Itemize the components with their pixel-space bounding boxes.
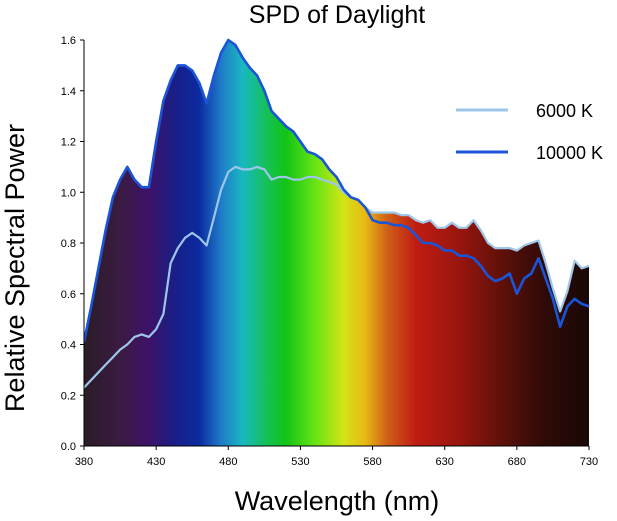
- y-tick-label: 0.8: [61, 238, 76, 250]
- x-tick-label: 680: [508, 456, 526, 468]
- y-tick-label: 0.0: [61, 441, 76, 453]
- y-tick-label: 0.2: [61, 390, 76, 402]
- series-line-6000k: [84, 165, 590, 389]
- x-ticks: 380 430 480 530 580 630 680 730: [75, 446, 598, 468]
- chart-title: SPD of Daylight: [249, 1, 426, 29]
- series-line-10000k: [84, 38, 590, 343]
- y-tick-label: 0.4: [61, 340, 76, 352]
- x-tick-label: 630: [436, 456, 454, 468]
- x-tick-label: 480: [219, 456, 237, 468]
- y-tick-label: 1.4: [61, 86, 76, 98]
- y-axis-label: Relative Spectral Power: [0, 124, 30, 412]
- x-tick-label: 430: [147, 456, 165, 468]
- x-tick-label: 580: [363, 456, 381, 468]
- legend: 6000 K 10000 K: [456, 101, 603, 163]
- spectrum-area: [84, 40, 589, 446]
- x-axis-label: Wavelength (nm): [235, 486, 440, 516]
- y-ticks: 0.0 0.2 0.4 0.6 0.8 1.0 1.2 1.4 1.6: [61, 35, 84, 453]
- y-tick-label: 1.2: [61, 137, 76, 149]
- y-tick-label: 0.6: [61, 289, 76, 301]
- legend-label-10000k: 10000 K: [536, 143, 603, 163]
- x-tick-label: 730: [580, 456, 598, 468]
- spectrum-fill: [84, 40, 589, 446]
- legend-label-6000k: 6000 K: [536, 101, 593, 121]
- x-tick-label: 530: [291, 456, 309, 468]
- y-tick-label: 1.6: [61, 35, 76, 47]
- series-lines: [84, 38, 590, 389]
- x-tick-label: 380: [75, 456, 93, 468]
- y-tick-label: 1.0: [61, 187, 76, 199]
